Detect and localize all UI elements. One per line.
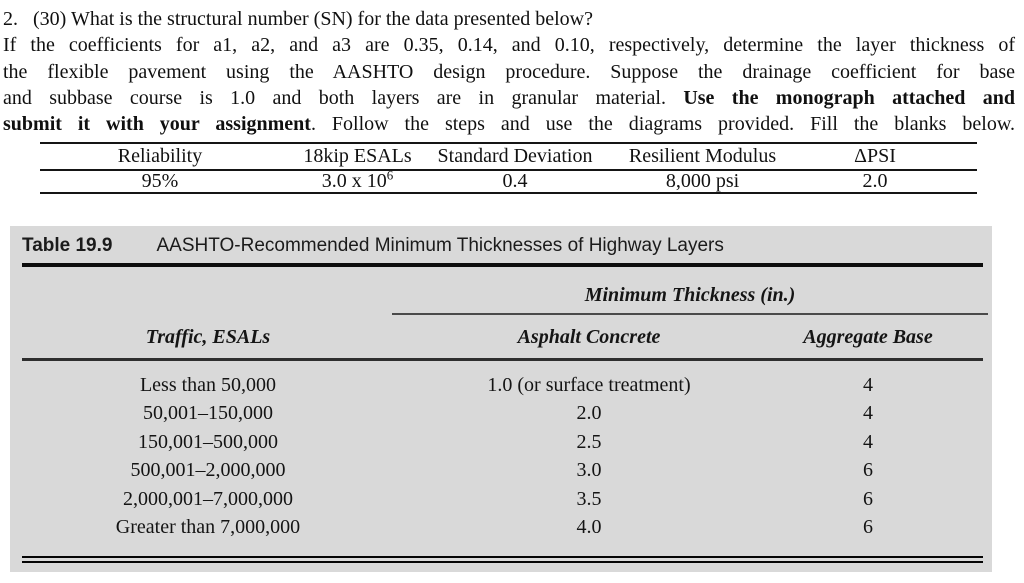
cell-traffic: Greater than 7,000,000 <box>115 516 301 539</box>
cell-base: 4 <box>863 373 873 396</box>
question-line-3-text: the flexible pavement using the AASHTO d… <box>3 60 1015 83</box>
value-esals-base: 3.0 x 10 <box>321 170 387 192</box>
question-line-1: 2. (30) What is the structural number (S… <box>3 6 1015 32</box>
title-rule <box>22 263 983 267</box>
table-19-9-title: Table 19.9 AASHTO-Recommended Minimum Thi… <box>22 235 982 257</box>
table-row: 150,001–500,000 2.5 4 <box>10 428 992 457</box>
value-delta-psi: 2.0 <box>862 170 888 192</box>
question-line-4-normal: and subbase course is 1.0 and both layer… <box>3 86 684 109</box>
cell-traffic: 2,000,001–7,000,000 <box>123 487 293 510</box>
value-reliability: 95% <box>141 170 179 192</box>
column-header-traffic: Traffic, ESALs <box>145 326 271 348</box>
question-line-1-text: 2. (30) What is the structural number (S… <box>3 8 593 30</box>
cell-base: 6 <box>863 459 873 482</box>
question-line-2-text: If the coefficients for a1, a2, and a3 a… <box>3 34 1015 57</box>
header-resilient-modulus: Resilient Modulus <box>628 145 777 167</box>
cell-asphalt: 3.5 <box>576 487 602 510</box>
design-parameters-table: Reliability 18kip ESALs Standard Deviati… <box>40 142 977 194</box>
table-19-9-panel: Table 19.9 AASHTO-Recommended Minimum Thi… <box>10 226 992 572</box>
table-row: 50,001–150,000 2.0 4 <box>10 400 992 429</box>
column-header-asphalt-concrete: Asphalt Concrete <box>517 326 661 348</box>
value-esals: 3.0 x 106 <box>280 167 435 193</box>
question-line-3: the flexible pavement using the AASHTO d… <box>3 59 1015 85</box>
question-line-2: If the coefficients for a1, a2, and a3 a… <box>3 32 1015 58</box>
table-row: Less than 50,000 1.0 (or surface treatme… <box>10 371 992 400</box>
column-header-row: Traffic, ESALs Asphalt Concrete Aggregat… <box>10 326 992 349</box>
header-esals: 18kip ESALs <box>303 145 412 167</box>
cell-traffic: 150,001–500,000 <box>138 430 278 453</box>
value-standard-deviation: 0.4 <box>502 170 528 192</box>
table-caption: AASHTO-Recommended Minimum Thicknesses o… <box>156 235 724 256</box>
cell-asphalt: 2.5 <box>576 430 602 453</box>
cell-asphalt: 2.0 <box>576 402 602 425</box>
table-row: 500,001–2,000,000 3.0 6 <box>10 457 992 486</box>
cell-base: 6 <box>863 487 873 510</box>
value-esals-exponent: 6 <box>386 167 394 183</box>
cell-base: 4 <box>863 430 873 453</box>
cell-traffic: Less than 50,000 <box>139 373 277 396</box>
table-number: Table 19.9 <box>22 235 113 256</box>
table-row: Greater than 7,000,000 4.0 6 <box>10 514 992 543</box>
question-line-5-normal: . Follow the steps and use the diagrams … <box>310 113 1015 136</box>
question-line-4: and subbase course is 1.0 and both layer… <box>3 85 1015 111</box>
table-row: 2,000,001–7,000,000 3.5 6 <box>10 485 992 514</box>
header-rule <box>22 358 983 361</box>
column-header-aggregate-base: Aggregate Base <box>803 326 933 348</box>
question-line-4-bold: Use the monograph attached and <box>683 86 1015 109</box>
bottom-rule <box>22 556 983 563</box>
header-reliability: Reliability <box>117 145 203 167</box>
cell-asphalt: 1.0 (or surface treatment) <box>487 373 691 396</box>
table-19-9-rows: Less than 50,000 1.0 (or surface treatme… <box>10 371 992 542</box>
min-thickness-span-header: Minimum Thickness (in.) <box>392 284 988 315</box>
question-line-5-bold: submit it with your assignment <box>3 113 311 136</box>
cell-traffic: 50,001–150,000 <box>143 402 273 425</box>
design-parameters-value-row: 95% 3.0 x 106 0.4 8,000 psi 2.0 <box>40 167 977 193</box>
cell-asphalt: 3.0 <box>576 459 602 482</box>
cell-base: 4 <box>863 402 873 425</box>
question-text: 2. (30) What is the structural number (S… <box>3 6 1015 137</box>
question-line-5: submit it with your assignment. Follow t… <box>3 111 1015 137</box>
design-parameters-header-row: Reliability 18kip ESALs Standard Deviati… <box>40 144 977 171</box>
header-delta-psi: ΔPSI <box>854 145 896 167</box>
header-standard-deviation: Standard Deviation <box>437 145 593 167</box>
cell-traffic: 500,001–2,000,000 <box>130 459 286 482</box>
cell-asphalt: 4.0 <box>576 516 602 539</box>
value-resilient-modulus: 8,000 psi <box>665 170 740 192</box>
cell-base: 6 <box>863 516 873 539</box>
